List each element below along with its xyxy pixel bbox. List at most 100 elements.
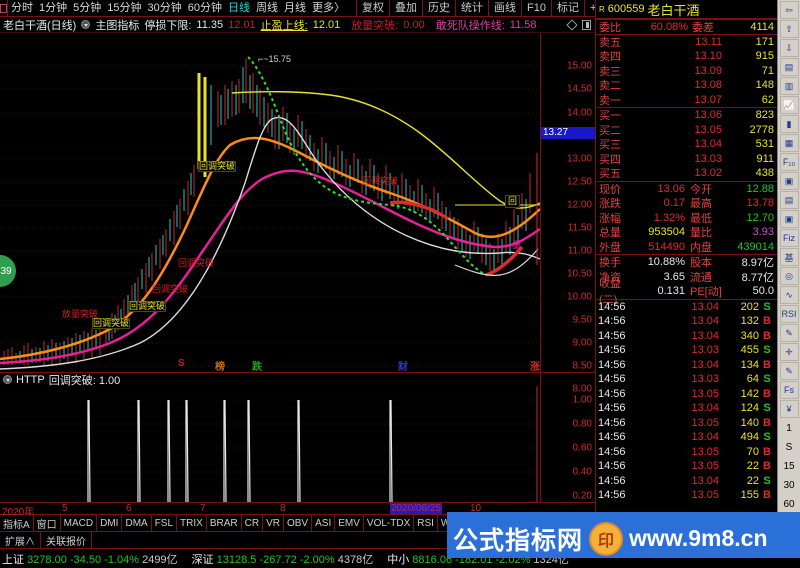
tick-row[interactable]: 14:56 13.04 202 S (596, 300, 777, 315)
15-icon[interactable]: 15 (783, 460, 795, 472)
edit-icon[interactable]: ✎ (779, 362, 799, 380)
tick-row[interactable]: 14:56 13.05 142 B (596, 387, 777, 402)
ask-row[interactable]: 卖二 13.08 148 (596, 78, 777, 93)
indicator-trix[interactable]: TRIX (177, 515, 207, 531)
trend-icon[interactable]: 📈 (779, 96, 799, 114)
period-3[interactable]: 15分钟 (107, 2, 142, 14)
tick-row[interactable]: 14:56 13.03 455 S (596, 343, 777, 358)
tick-row[interactable]: 14:56 13.05 155 B (596, 488, 777, 503)
window-icon[interactable] (0, 0, 8, 16)
toolbar-btn-0[interactable]: 复权 (356, 0, 389, 16)
indicator-asi[interactable]: ASI (312, 515, 336, 531)
indicator-macd[interactable]: MACD (61, 515, 98, 531)
toolbar-btn-5[interactable]: F10 (521, 0, 551, 16)
money-icon[interactable]: ¥ (779, 400, 799, 418)
index-1[interactable]: 深证 13128.5 -267.72 -2.00% 4378亿 (192, 551, 384, 567)
indicator-obv[interactable]: OBV (284, 515, 313, 531)
wave-icon[interactable]: ∿ (779, 286, 799, 304)
bid-row[interactable]: 买二 13.05 2778 (596, 123, 777, 138)
diamond-icon[interactable] (566, 18, 578, 31)
fs-icon[interactable]: Fs (779, 381, 799, 399)
move-icon[interactable]: ✛ (779, 343, 799, 361)
f10-icon[interactable]: F₁₀ (779, 153, 799, 171)
layout-icon[interactable]: ▣ (779, 172, 799, 190)
period-4[interactable]: 30分钟 (147, 2, 182, 14)
60-icon[interactable]: 60 (783, 498, 795, 510)
folder-icon[interactable]: ▤ (779, 191, 799, 209)
indicator-row2-1[interactable]: 关联报价 (41, 532, 92, 548)
period-2[interactable]: 5分钟 (73, 2, 102, 14)
dropdown-circle-icon[interactable] (81, 20, 91, 29)
report-icon[interactable]: ▤ (779, 58, 799, 76)
tick-row[interactable]: 14:56 13.03 64 S (596, 372, 777, 387)
toolbar-btn-1[interactable]: 叠加 (389, 0, 422, 16)
sub-dropdown-circle-icon[interactable] (3, 375, 12, 384)
up-icon[interactable]: ⇧ (779, 20, 799, 38)
ask-row[interactable]: 卖一 13.07 62 (596, 93, 777, 108)
one-icon[interactable]: 1 (786, 422, 792, 434)
grid-icon[interactable]: ▦ (779, 134, 799, 152)
indicator-row2-0[interactable]: 扩展∧ (0, 532, 41, 548)
indicator-fsl[interactable]: FSL (152, 515, 178, 531)
pen-icon[interactable]: ✎ (779, 324, 799, 342)
indicator-dma[interactable]: DMA (122, 515, 152, 531)
30-icon[interactable]: 30 (783, 479, 795, 491)
indicator-brar[interactable]: BRAR (207, 515, 242, 531)
tick-row[interactable]: 14:56 13.04 124 S (596, 401, 777, 416)
bid-price-2: 13.04 (694, 138, 722, 151)
period-6[interactable]: 日线 (228, 2, 250, 14)
sub-indicator-panel[interactable]: HTTP 回调突破: 1.00 (0, 373, 595, 503)
indicator-rsi[interactable]: RSI (414, 515, 438, 531)
tick-row[interactable]: 14:56 13.05 140 B (596, 416, 777, 431)
period-9[interactable]: 更多〉 (312, 2, 345, 14)
fund-icon[interactable]: 基 (779, 248, 799, 266)
main-chart[interactable]: 39 ⌐~15.75 ←8.36 回调突破 回调突破 回调突破 回调突破 回调突… (0, 33, 595, 395)
indicator-cr[interactable]: CR (242, 515, 264, 531)
tick-row[interactable]: 14:56 13.04 132 B (596, 314, 777, 329)
bid-row[interactable]: 买五 13.02 438 (596, 166, 777, 181)
ask-row[interactable]: 卖四 13.10 915 (596, 49, 777, 64)
ask-row[interactable]: 卖五 13.11 171 (596, 35, 777, 50)
period-0[interactable]: 分时 (11, 2, 33, 14)
panel-toggle-icon[interactable] (582, 19, 591, 30)
period-5[interactable]: 60分钟 (187, 2, 222, 14)
bid-row[interactable]: 买三 13.04 531 (596, 137, 777, 152)
tick-row[interactable]: 14:56 13.04 494 S (596, 430, 777, 445)
candle-icon[interactable]: ▮ (779, 115, 799, 133)
rsi-icon[interactable]: RSI (779, 305, 799, 323)
toolbar-btn-4[interactable]: 画线 (488, 0, 521, 16)
index-0[interactable]: 上证 3278.00 -34.50 -1.04% 2499亿 (2, 551, 188, 567)
back-icon[interactable]: ⇦ (779, 1, 799, 19)
down-icon[interactable]: ⇩ (779, 39, 799, 57)
calc-icon[interactable]: ▣ (779, 210, 799, 228)
indicator-left-1[interactable]: 窗口 (34, 515, 61, 531)
bars-icon[interactable]: ▥ (779, 77, 799, 95)
period-7[interactable]: 周线 (256, 2, 278, 14)
sub-plot-area[interactable] (0, 386, 540, 502)
clock-icon[interactable]: ◎ (779, 267, 799, 285)
chart-plot-area[interactable]: 39 ⌐~15.75 ←8.36 回调突破 回调突破 回调突破 回调突破 回调突… (0, 33, 540, 372)
indicator-dmi[interactable]: DMI (97, 515, 123, 531)
s-icon[interactable]: S (785, 441, 793, 453)
tick-row[interactable]: 14:56 13.04 340 B (596, 329, 777, 344)
indicator-left-0[interactable]: 指标A (0, 515, 34, 531)
bid-row[interactable]: 买四 13.03 911 (596, 152, 777, 167)
ask-row[interactable]: 卖三 13.09 71 (596, 64, 777, 79)
bid-row[interactable]: 买一 13.06 823 (596, 108, 777, 123)
tick-row[interactable]: 14:56 13.05 22 B (596, 459, 777, 474)
fiz-icon[interactable]: Fiz (779, 229, 799, 247)
tick-volume-5: 64 (746, 373, 759, 386)
period-1[interactable]: 1分钟 (39, 2, 68, 14)
tick-row[interactable]: 14:56 13.04 22 S (596, 474, 777, 489)
main-indicator-label[interactable]: 主图指标 (95, 19, 140, 32)
toolbar-btn-2[interactable]: 历史 (422, 0, 455, 16)
indicator-vol-tdx[interactable]: VOL-TDX (364, 515, 415, 531)
tick-list[interactable]: 14:56 13.04 202 S 14:56 13.04 132 B 14:56 13.04 34… (596, 298, 777, 503)
toolbar-btn-6[interactable]: 标记 (550, 0, 584, 16)
period-8[interactable]: 月线 (284, 2, 306, 14)
indicator-emv[interactable]: EMV (335, 515, 364, 531)
tick-row[interactable]: 14:56 13.05 70 B (596, 445, 777, 460)
tick-row[interactable]: 14:56 13.04 134 B (596, 358, 777, 373)
toolbar-btn-3[interactable]: 统计 (455, 0, 488, 16)
indicator-vr[interactable]: VR (263, 515, 284, 531)
